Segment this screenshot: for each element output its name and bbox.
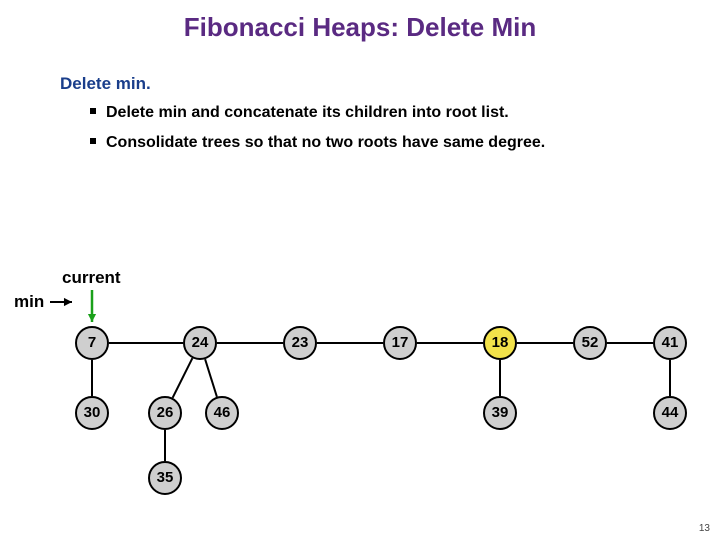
heap-node-35: 35 (148, 461, 182, 495)
bullet-1-text: Delete min and concatenate its children … (106, 104, 509, 121)
min-label: min (14, 292, 44, 312)
subtitle: Delete min. (60, 74, 151, 94)
heap-node-23: 23 (283, 326, 317, 360)
bullet-dot-icon (90, 108, 96, 114)
heap-node-7: 7 (75, 326, 109, 360)
heap-node-18: 18 (483, 326, 517, 360)
heap-node-24: 24 (183, 326, 217, 360)
page-title: Fibonacci Heaps: Delete Min (0, 12, 720, 43)
heap-node-30: 30 (75, 396, 109, 430)
bullet-2-text: Consolidate trees so that no two roots h… (106, 134, 545, 151)
bullet-dot-icon (90, 138, 96, 144)
bullet-1: Delete min and concatenate its children … (90, 104, 509, 122)
heap-node-52: 52 (573, 326, 607, 360)
heap-node-17: 17 (383, 326, 417, 360)
bullet-2: Consolidate trees so that no two roots h… (90, 134, 545, 152)
heap-node-46: 46 (205, 396, 239, 430)
heap-node-26: 26 (148, 396, 182, 430)
heap-node-41: 41 (653, 326, 687, 360)
current-label: current (62, 268, 121, 288)
heap-node-44: 44 (653, 396, 687, 430)
page-number: 13 (699, 523, 710, 534)
heap-node-39: 39 (483, 396, 517, 430)
